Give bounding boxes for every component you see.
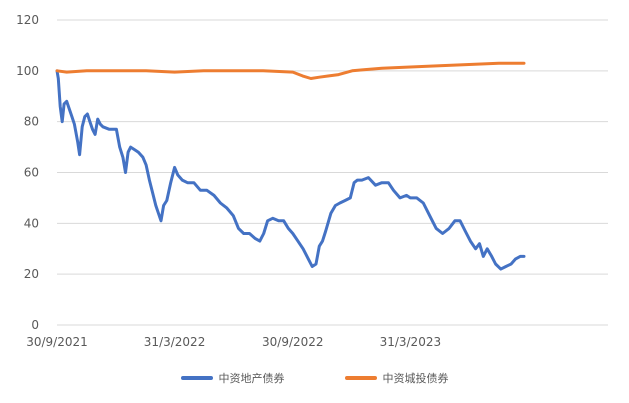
series-line-1 <box>55 69 526 271</box>
x-tick-label: 30/9/2022 <box>262 335 324 349</box>
legend-item-lgfv[interactable]: 中资城投债券 <box>344 370 449 386</box>
legend-label-lgfv: 中资城投债券 <box>382 372 449 385</box>
legend: 中资地产债券 中资城投债券 <box>0 366 629 390</box>
legend-swatch-property <box>180 376 213 380</box>
y-tick-label: 0 <box>31 318 39 332</box>
plot-area <box>55 61 526 271</box>
y-tick-label: 20 <box>24 267 39 281</box>
y-tick-label: 100 <box>16 64 39 78</box>
y-tick-label: 80 <box>24 115 39 129</box>
gridlines <box>57 19 608 326</box>
legend-item-property[interactable]: 中资地产债券 <box>180 370 285 386</box>
y-tick-label: 40 <box>24 216 39 230</box>
x-tick-label: 31/3/2023 <box>380 335 442 349</box>
x-tick-label: 31/3/2022 <box>144 335 206 349</box>
y-axis: 0 20 40 60 80 100 120 <box>16 13 39 332</box>
y-tick-label: 120 <box>16 13 39 27</box>
legend-swatch-lgfv <box>344 376 377 380</box>
series-line-2 <box>55 61 526 80</box>
x-axis: 30/9/2021 31/3/2022 30/9/2022 31/3/2023 <box>26 324 608 349</box>
y-tick-label: 60 <box>24 166 39 180</box>
x-tick-label: 30/9/2021 <box>26 335 88 349</box>
legend-label-property: 中资地产债券 <box>218 372 285 385</box>
